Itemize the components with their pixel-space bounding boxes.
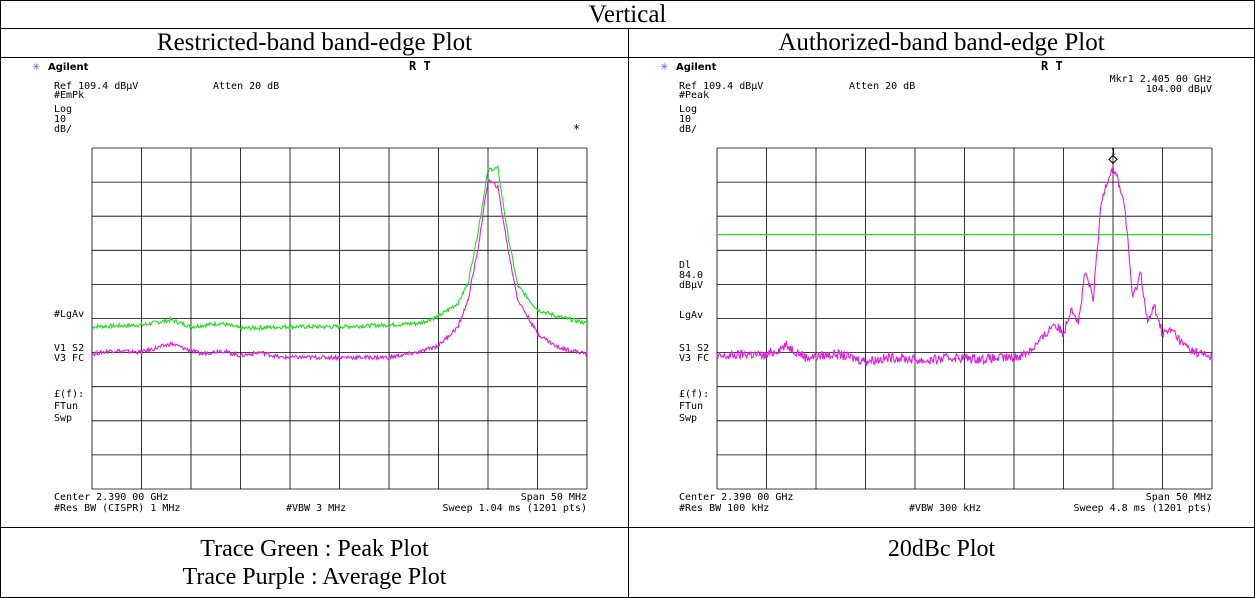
tune-label: FTun xyxy=(679,401,703,412)
span-label: Span 50 MHz xyxy=(1146,492,1212,503)
run-status-label: R T xyxy=(1041,59,1063,73)
ref-level-label: Ref 109.4 dBµV xyxy=(54,81,138,92)
dbc-plot-caption: 20dBc Plot xyxy=(887,536,996,562)
tune-label: Swp xyxy=(679,413,697,424)
peak-trace-caption: Trace Green : Peak Plot xyxy=(200,536,429,562)
marker-number-label: 1 xyxy=(1111,147,1116,156)
scale-label: 10 xyxy=(54,114,66,125)
scale-label: dB/ xyxy=(54,124,72,135)
restricted-band-spectrum-plot: ✳ Agilent R T Ref 109.4 dBµV Atten 20 dB #EmP… xyxy=(32,59,588,514)
agilent-logo-icon: ✳ xyxy=(660,62,668,73)
tune-label: £(f): xyxy=(679,389,709,400)
sweep-label: Sweep 4.8 ms (1201 pts) xyxy=(1074,503,1212,514)
average-trace-line xyxy=(91,178,588,362)
display-line-label: 84.0 xyxy=(679,270,703,281)
rbw-label: #Res BW 100 kHz xyxy=(679,503,769,514)
scale-label: Log xyxy=(679,104,697,115)
average-trace-caption: Trace Purple : Average Plot xyxy=(182,564,447,590)
trace-mode-label: S1 S2 xyxy=(679,343,709,354)
agilent-logo-icon: ✳ xyxy=(32,62,40,73)
run-status-label: R T xyxy=(409,59,431,73)
peak-trace-line xyxy=(91,164,588,332)
attenuation-label: Atten 20 dB xyxy=(849,81,915,92)
table-title: Vertical xyxy=(0,0,1255,29)
vbw-label: #VBW 300 kHz xyxy=(909,503,981,514)
scale-label: 10 xyxy=(679,114,691,125)
average-mode-label: LgAv xyxy=(679,310,703,321)
display-line-label: Dl xyxy=(679,260,691,271)
graticule xyxy=(716,147,1213,490)
tune-label: Swp xyxy=(54,413,72,424)
right-caption-cell: 20dBc Plot xyxy=(628,527,1255,598)
scale-label: Log xyxy=(54,104,72,115)
sweep-label: Sweep 1.04 ms (1201 pts) xyxy=(443,503,588,514)
right-plot-header: Authorized-band band-edge Plot xyxy=(628,28,1255,58)
center-freq-label: Center 2.390 00 GHz xyxy=(679,492,793,503)
detector-label: #Peak xyxy=(679,90,709,101)
brand-label: Agilent xyxy=(676,62,717,73)
span-label: Span 50 MHz xyxy=(521,492,587,503)
marker-asterisk-icon: * xyxy=(573,122,580,136)
display-line-label: dBµV xyxy=(679,280,703,291)
scale-label: dB/ xyxy=(679,124,697,135)
left-plot-header: Restricted-band band-edge Plot xyxy=(0,28,629,58)
center-freq-label: Center 2.390 00 GHz xyxy=(54,492,168,503)
left-plot-cell: ✳ Agilent R T Ref 109.4 dBµV Atten 20 dB #EmP… xyxy=(0,57,629,528)
right-plot-cell: ✳ Agilent R T Ref 109.4 dBµV Atten 20 dB Mkr1… xyxy=(628,57,1255,528)
attenuation-label: Atten 20 dB xyxy=(213,81,279,92)
trace-mode-label: V3 FC xyxy=(54,353,84,364)
graticule xyxy=(91,147,588,490)
authorized-band-spectrum-plot: ✳ Agilent R T Ref 109.4 dBµV Atten 20 dB Mkr1… xyxy=(660,59,1213,514)
marker-diamond-icon xyxy=(1108,154,1118,165)
trace-mode-label: V1 S2 xyxy=(54,343,84,354)
trace-mode-label: V3 FC xyxy=(679,353,709,364)
vbw-label: #VBW 3 MHz xyxy=(286,503,346,514)
tune-label: FTun xyxy=(54,401,78,412)
tune-label: £(f): xyxy=(54,389,84,400)
ref-level-label: Ref 109.4 dBµV xyxy=(679,81,763,92)
brand-label: Agilent xyxy=(48,62,89,73)
marker-freq-readout: Mkr1 2.405 00 GHz xyxy=(1110,74,1212,85)
spectrum-trace-line xyxy=(716,165,1213,368)
rbw-label: #Res BW (CISPR) 1 MHz xyxy=(54,503,180,514)
left-caption-cell: Trace Green : Peak Plot Trace Purple : A… xyxy=(0,527,629,598)
marker-level-readout: 104.00 dBµV xyxy=(1146,84,1212,95)
detector-label: #EmPk xyxy=(54,90,84,101)
average-mode-label: #LgAv xyxy=(54,309,84,320)
